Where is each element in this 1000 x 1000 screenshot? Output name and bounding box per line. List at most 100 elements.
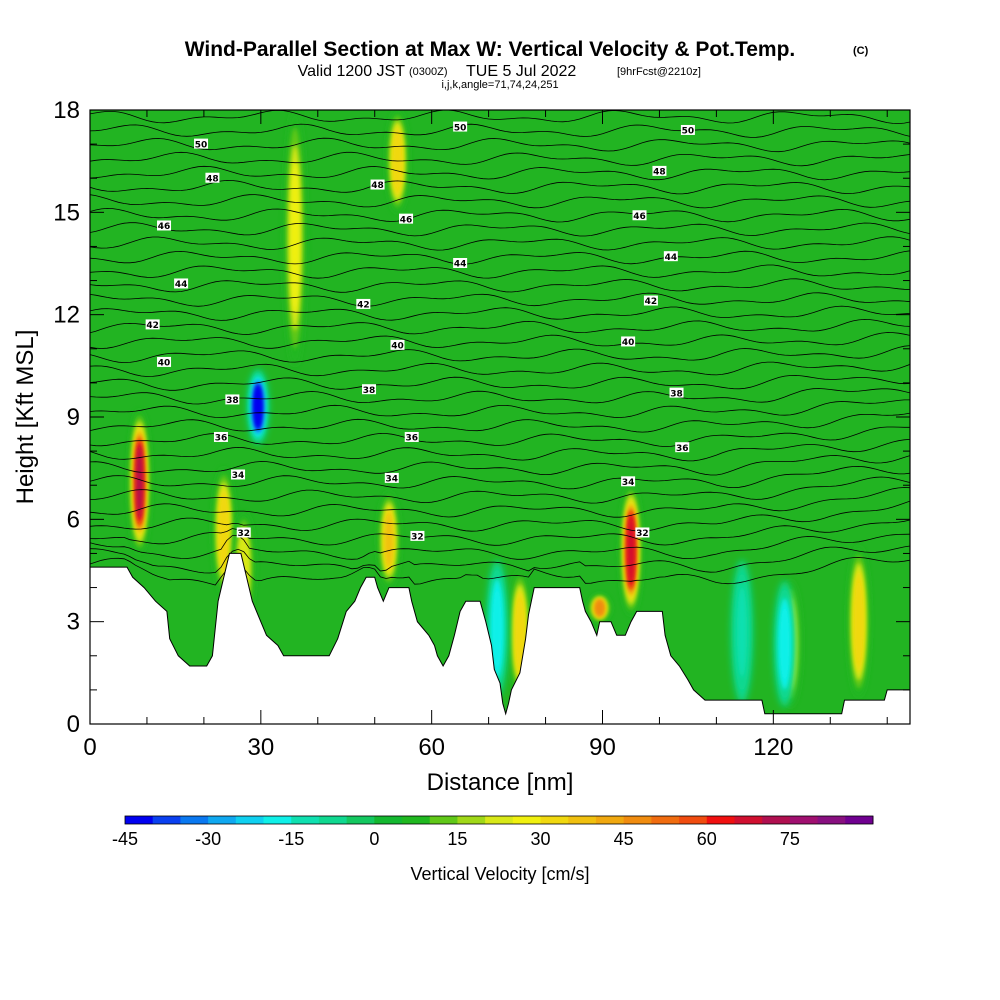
theta-isoline <box>90 361 910 377</box>
theta-label-25: 40 <box>621 336 636 348</box>
theta-label-text: 48 <box>653 168 666 178</box>
theta-contours <box>90 110 910 586</box>
theta-label-box <box>652 165 667 176</box>
theta-label-12: 46 <box>399 213 414 225</box>
theta-isoline <box>90 345 910 364</box>
theta-label-13: 44 <box>453 258 468 270</box>
colorbar-swatch <box>374 816 403 824</box>
theta-label-text: 34 <box>622 478 635 488</box>
y-tick-label: 3 <box>67 609 80 636</box>
y-tick-label: 12 <box>53 302 80 329</box>
theta-label-23: 44 <box>663 251 678 263</box>
velocity-contour <box>385 513 393 567</box>
theta-label-text: 34 <box>386 475 399 485</box>
theta-isoline <box>90 412 910 433</box>
theta-label-box <box>231 469 246 480</box>
updraft-band-4 <box>377 492 400 588</box>
theta-label-box <box>635 527 650 538</box>
colorbar-swatch <box>263 816 292 824</box>
theta-isoline <box>90 465 910 490</box>
y-tick-label: 0 <box>67 711 80 738</box>
colorbar-swatch <box>152 816 181 824</box>
y-tick-label: 18 <box>53 97 80 124</box>
colorbar-swatch <box>318 816 348 824</box>
theta-isoline <box>90 519 910 546</box>
downdraft-band-0 <box>246 369 269 445</box>
theta-isoline <box>90 318 910 335</box>
theta-label-text: 44 <box>454 260 467 270</box>
subtitle-date: TUE 5 Jul 2022 <box>466 63 576 80</box>
theta-isoline <box>90 545 910 574</box>
theta-label-text: 44 <box>175 280 188 290</box>
theta-label-box <box>362 384 377 395</box>
updraft-band-8 <box>619 485 642 615</box>
theta-label-5: 40 <box>157 356 172 369</box>
theta-label-text: 40 <box>622 338 635 348</box>
chart-title-unit: (C) <box>853 45 869 57</box>
theta-label-20: 50 <box>680 124 695 137</box>
x-tick-label: 120 <box>753 734 793 761</box>
velocity-field <box>128 110 870 707</box>
updraft-band-0 <box>128 410 151 554</box>
theta-label-text: 36 <box>676 444 689 454</box>
subtitle-forecast: [9hrFcst@2210z] <box>617 66 701 78</box>
colorbar-swatch <box>789 816 819 824</box>
theta-label-text: 50 <box>195 140 208 150</box>
colorbar-swatch <box>235 816 265 824</box>
colorbar-tick-label: 30 <box>531 829 551 849</box>
colorbar-frame <box>124 815 874 825</box>
theta-label-text: 46 <box>633 212 646 222</box>
y-tick-label: 9 <box>67 404 80 431</box>
theta-label-box <box>453 258 468 268</box>
theta-isoline <box>90 455 910 476</box>
theta-label-box <box>356 298 371 309</box>
theta-label-box <box>675 442 690 453</box>
colorbar-swatch <box>512 816 542 824</box>
theta-label-box <box>669 387 684 398</box>
y-tick-label: 6 <box>67 506 80 533</box>
theta-label-box <box>404 431 419 442</box>
theta-label-box <box>643 295 658 306</box>
colorbar-tick-label: -45 <box>112 829 138 849</box>
x-tick-label: 30 <box>247 734 274 761</box>
terrain-mask <box>90 552 910 724</box>
theta-label-text: 32 <box>636 529 649 539</box>
theta-label-text: 48 <box>371 181 384 191</box>
theta-isoline <box>90 476 910 504</box>
subtitle-valid-time: Valid 1200 JST <box>298 63 406 80</box>
theta-label-text: 32 <box>411 533 424 543</box>
colorbar-title: Vertical Velocity [cm/s] <box>410 864 589 884</box>
colorbar-swatch <box>762 816 791 824</box>
velocity-contour <box>492 588 502 669</box>
colorbar: -45 -30 -15 0 15 30 45 60 75 <box>112 815 874 849</box>
colorbar-swatch <box>845 816 874 824</box>
theta-label-text: 40 <box>391 342 404 352</box>
theta-contour-labels: 50 48 46 44 42 40 38 36 34 32 50 48 46 44 42 40 38 36 34 32… <box>145 121 695 543</box>
updraft-band-3 <box>284 110 306 366</box>
theta-label-11: 48 <box>370 179 385 191</box>
velocity-contour <box>854 579 863 664</box>
theta-label-text: 50 <box>682 127 695 137</box>
theta-isoline <box>90 332 910 349</box>
theta-label-box <box>621 336 636 347</box>
velocity-contour <box>596 600 604 616</box>
theta-label-box <box>390 339 405 350</box>
theta-label-1: 48 <box>205 172 220 184</box>
theta-isoline <box>90 207 910 223</box>
theta-label-8: 34 <box>231 469 246 481</box>
theta-label-box <box>194 138 209 149</box>
colorbar-tick-label: -15 <box>278 829 304 849</box>
colorbar-swatch <box>595 816 625 824</box>
theta-label-7: 36 <box>213 431 228 444</box>
colorbar-swatch <box>291 816 320 824</box>
theta-label-box <box>236 527 251 538</box>
theta-isoline <box>90 533 910 560</box>
theta-label-text: 42 <box>357 301 370 311</box>
colorbar-tick-label: 15 <box>447 829 467 849</box>
theta-label-10: 50 <box>453 121 468 133</box>
velocity-contour <box>254 386 262 428</box>
theta-label-26: 38 <box>669 387 684 399</box>
theta-isoline <box>90 278 910 293</box>
velocity-contour <box>136 443 143 520</box>
